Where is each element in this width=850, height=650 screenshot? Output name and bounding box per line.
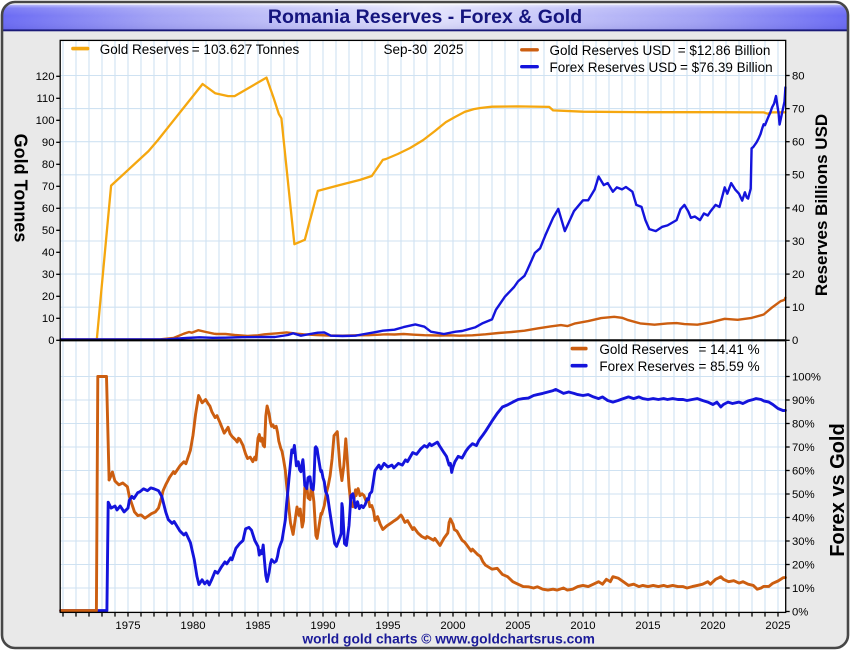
- svg-text:0: 0: [792, 335, 798, 347]
- svg-text:1985: 1985: [245, 620, 270, 632]
- svg-text:90: 90: [42, 137, 55, 149]
- svg-text:Forex vs Gold: Forex vs Gold: [827, 423, 849, 556]
- svg-text:0: 0: [48, 335, 54, 347]
- svg-text:world gold charts © www.goldch: world gold charts © www.goldchartsrus.co…: [301, 632, 595, 647]
- svg-text:Sep-30: Sep-30: [384, 42, 428, 57]
- svg-text:120: 120: [36, 71, 55, 83]
- svg-text:Forex Reserves USD: Forex Reserves USD: [550, 60, 678, 75]
- svg-text:70: 70: [42, 181, 55, 193]
- svg-text:70: 70: [792, 104, 805, 116]
- svg-text:Gold Reserves USD: Gold Reserves USD: [550, 43, 672, 58]
- svg-text:Reserves Billions USD: Reserves Billions USD: [812, 114, 831, 296]
- svg-text:10%: 10%: [792, 583, 815, 595]
- svg-text:100: 100: [36, 115, 55, 127]
- svg-text:= 85.59 %: = 85.59 %: [699, 359, 760, 374]
- svg-text:80: 80: [792, 70, 805, 82]
- svg-text:Gold Reserves: Gold Reserves: [100, 42, 190, 57]
- svg-text:2010: 2010: [570, 620, 595, 632]
- svg-text:30: 30: [42, 269, 55, 281]
- svg-text:Forex Reserves: Forex Reserves: [599, 359, 695, 374]
- svg-text:50: 50: [792, 170, 805, 182]
- svg-text:= 103.627 Tonnes: = 103.627 Tonnes: [192, 42, 300, 57]
- svg-text:10: 10: [792, 302, 805, 314]
- svg-text:50: 50: [42, 225, 55, 237]
- svg-text:40: 40: [42, 247, 55, 259]
- svg-text:60: 60: [792, 137, 805, 149]
- svg-text:110: 110: [36, 93, 54, 105]
- svg-text:80%: 80%: [792, 418, 815, 430]
- svg-text:Gold Tonnes: Gold Tonnes: [11, 134, 31, 243]
- svg-text:80: 80: [42, 159, 55, 171]
- svg-text:100%: 100%: [792, 371, 821, 383]
- svg-text:90%: 90%: [792, 395, 815, 407]
- svg-text:2025: 2025: [434, 42, 464, 57]
- svg-text:30%: 30%: [792, 536, 815, 548]
- svg-text:1975: 1975: [115, 620, 140, 632]
- svg-text:50%: 50%: [792, 489, 815, 501]
- svg-text:= $76.39 Billion: = $76.39 Billion: [680, 60, 773, 75]
- svg-text:2020: 2020: [700, 620, 725, 632]
- svg-text:60%: 60%: [792, 465, 815, 477]
- svg-text:2025: 2025: [765, 620, 790, 632]
- svg-text:40: 40: [792, 203, 805, 215]
- svg-text:1980: 1980: [180, 620, 205, 632]
- svg-text:20: 20: [792, 269, 805, 281]
- svg-text:2015: 2015: [635, 620, 660, 632]
- svg-text:= $12.86 Billion: = $12.86 Billion: [678, 43, 771, 58]
- svg-text:0%: 0%: [792, 606, 808, 618]
- svg-text:30: 30: [792, 236, 805, 248]
- svg-text:2000: 2000: [440, 620, 465, 632]
- svg-text:60: 60: [42, 203, 55, 215]
- svg-text:20: 20: [42, 291, 55, 303]
- svg-text:70%: 70%: [792, 442, 815, 454]
- svg-text:Gold Reserves: Gold Reserves: [599, 342, 689, 357]
- svg-text:20%: 20%: [792, 559, 815, 571]
- svg-text:1995: 1995: [375, 620, 400, 632]
- svg-text:1990: 1990: [310, 620, 335, 632]
- svg-text:2005: 2005: [505, 620, 530, 632]
- svg-text:Romania Reserves - Forex & Gol: Romania Reserves - Forex & Gold: [268, 6, 582, 28]
- svg-text:40%: 40%: [792, 512, 815, 524]
- svg-text:10: 10: [42, 313, 55, 325]
- svg-text:= 14.41 %: = 14.41 %: [699, 342, 760, 357]
